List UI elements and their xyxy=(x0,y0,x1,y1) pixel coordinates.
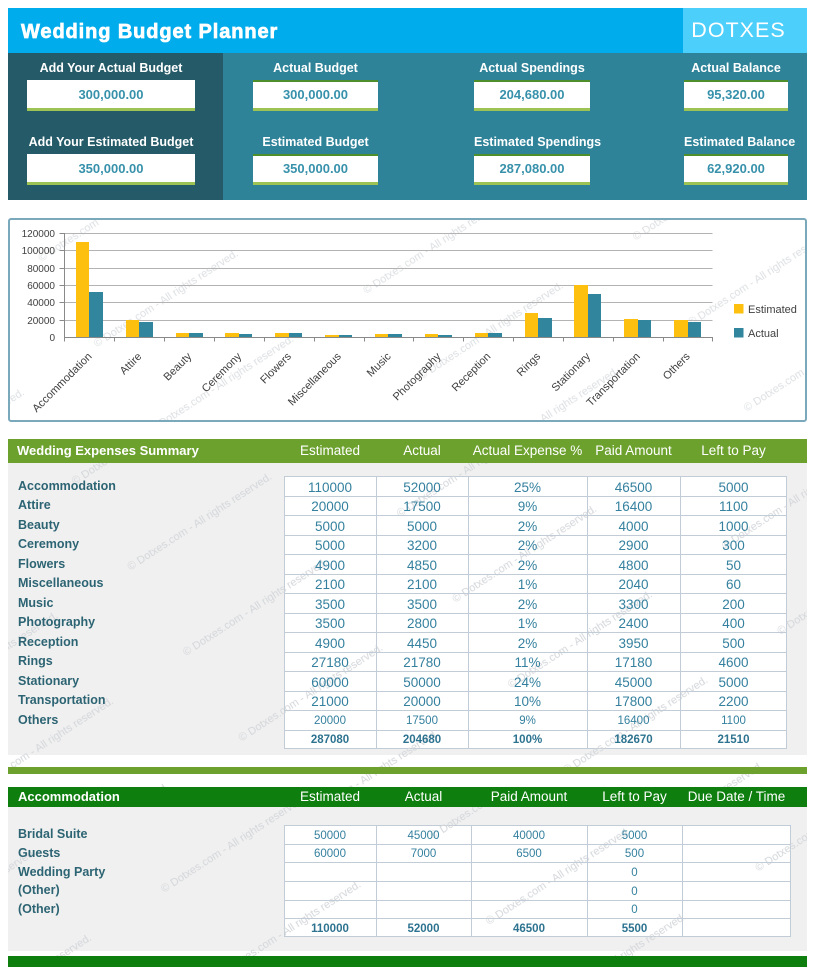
svg-text:20000: 20000 xyxy=(27,316,55,327)
svg-text:Estimated: Estimated xyxy=(748,304,797,316)
svg-text:60000: 60000 xyxy=(27,281,55,292)
svg-text:40000: 40000 xyxy=(27,298,55,309)
svg-text:100000: 100000 xyxy=(22,246,56,257)
svg-text:80000: 80000 xyxy=(27,264,55,275)
svg-text:120000: 120000 xyxy=(22,229,56,240)
svg-text:0: 0 xyxy=(49,333,55,344)
svg-text:Actual: Actual xyxy=(748,328,779,340)
